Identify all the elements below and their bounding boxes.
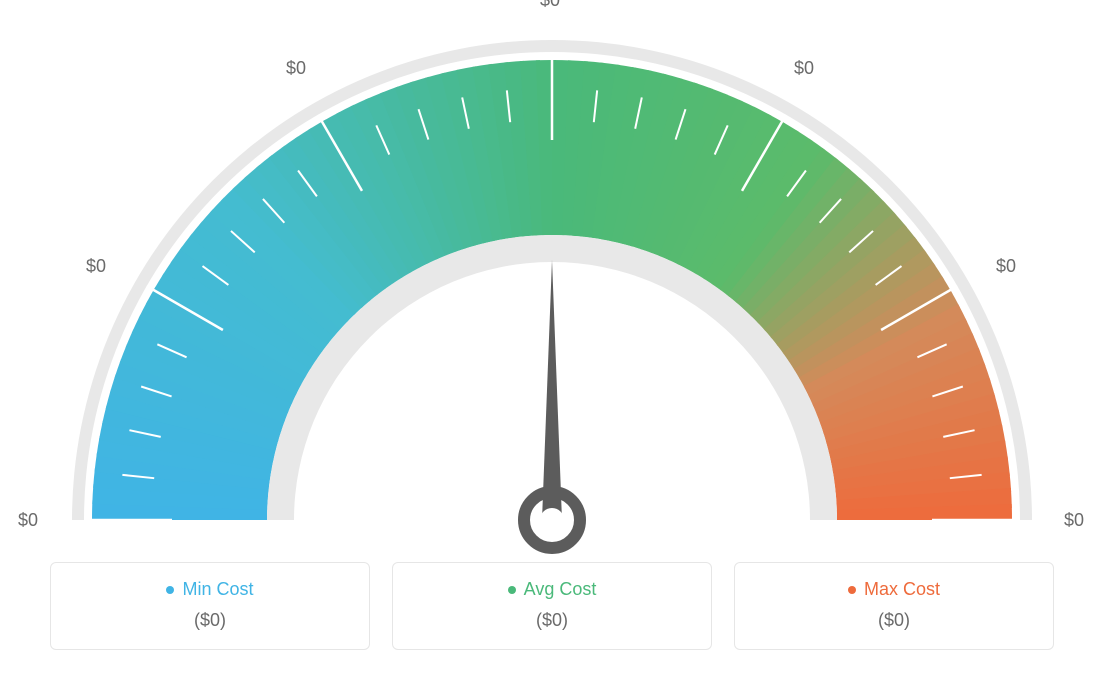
gauge-tick-label: $0 [794, 58, 814, 79]
legend-title-min: Min Cost [51, 579, 369, 600]
legend-value-avg: ($0) [393, 610, 711, 631]
gauge-tick-label: $0 [18, 510, 38, 531]
legend-card-min: Min Cost ($0) [50, 562, 370, 650]
gauge-tick-label: $0 [540, 0, 560, 11]
legend-value-min: ($0) [51, 610, 369, 631]
gauge-tick-label: $0 [996, 256, 1016, 277]
legend-dot-min [166, 586, 174, 594]
gauge-tick-label: $0 [1064, 510, 1084, 531]
legend-label-avg: Avg Cost [524, 579, 597, 600]
legend-label-max: Max Cost [864, 579, 940, 600]
legend-card-max: Max Cost ($0) [734, 562, 1054, 650]
legend-value-max: ($0) [735, 610, 1053, 631]
gauge-chart: $0 $0 $0 $0 $0 $0 $0 [0, 0, 1104, 560]
legend-title-max: Max Cost [735, 579, 1053, 600]
legend-row: Min Cost ($0) Avg Cost ($0) Max Cost ($0… [40, 562, 1064, 650]
gauge-tick-label: $0 [86, 256, 106, 277]
cost-gauge-infographic: $0 $0 $0 $0 $0 $0 $0 Min Cost ($0) Avg Cost ($… [0, 0, 1104, 690]
legend-card-avg: Avg Cost ($0) [392, 562, 712, 650]
gauge-svg [0, 0, 1104, 560]
legend-dot-max [848, 586, 856, 594]
legend-label-min: Min Cost [182, 579, 253, 600]
gauge-tick-label: $0 [286, 58, 306, 79]
legend-title-avg: Avg Cost [393, 579, 711, 600]
legend-dot-avg [508, 586, 516, 594]
